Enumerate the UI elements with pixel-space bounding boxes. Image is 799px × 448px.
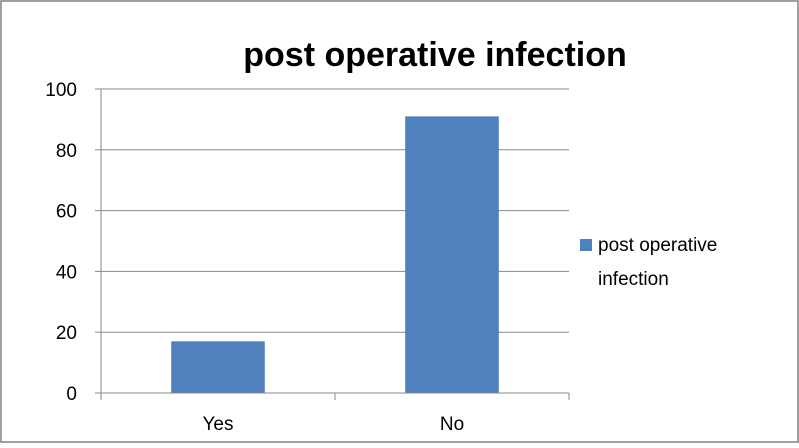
y-tick-label-100: 100 xyxy=(45,80,77,101)
y-axis-ticks: 0 20 40 60 80 100 xyxy=(45,80,101,405)
legend-label-line-1: post operative xyxy=(598,235,717,256)
bars xyxy=(171,116,499,394)
legend: post operative infection xyxy=(580,235,717,290)
legend-label-line-2: infection xyxy=(598,269,669,290)
x-tick-label-yes: Yes xyxy=(203,414,234,435)
y-tick-label-40: 40 xyxy=(56,262,77,283)
bar-no xyxy=(405,116,499,394)
x-tick-label-no: No xyxy=(440,414,464,435)
y-tick-label-80: 80 xyxy=(56,141,77,162)
chart-title: post operative infection xyxy=(243,36,627,74)
y-tick-label-0: 0 xyxy=(66,384,77,405)
y-tick-label-20: 20 xyxy=(56,323,77,344)
x-axis-ticks: Yes No xyxy=(100,393,570,435)
bar-yes xyxy=(171,341,265,393)
legend-swatch xyxy=(580,239,592,251)
y-tick-label-60: 60 xyxy=(56,202,77,223)
